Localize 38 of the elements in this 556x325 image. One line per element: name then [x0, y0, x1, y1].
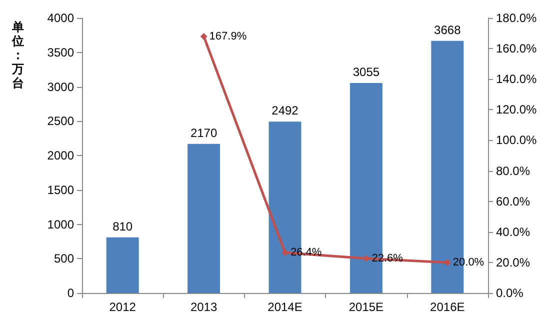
y-tick-label: 1500 [47, 182, 74, 197]
data-label: 167.9% [209, 30, 247, 42]
y2-tick-label: 100.0% [496, 133, 538, 148]
y-tick-label: 2500 [47, 114, 74, 128]
y2-tick-label: 0.0% [496, 286, 524, 300]
y-tick-label: 3500 [47, 45, 74, 60]
y-tick-label: 2000 [47, 148, 74, 162]
x-tick-label: 2015E [348, 300, 384, 314]
bar [188, 144, 220, 293]
data-label: 3668 [434, 22, 462, 37]
y-axis-title: 单位：万台 [11, 20, 24, 90]
data-label: 2170 [190, 126, 218, 140]
x-tick-label: 2016E [430, 300, 465, 314]
point [362, 254, 370, 262]
y-tick-label: 1000 [47, 217, 74, 232]
y-tick-label: 0 [67, 286, 74, 300]
x-tick-label: 2012 [109, 300, 136, 314]
data-label: 22.6% [372, 252, 404, 264]
y2-tick-label: 80.0% [496, 164, 530, 178]
y-tick-label: 4000 [47, 11, 74, 25]
y-tick-label: 3000 [47, 80, 74, 94]
y2-tick-label: 40.0% [496, 224, 530, 239]
y2-tick-label: 160.0% [496, 42, 538, 56]
data-label: 26.4% [290, 246, 322, 259]
y2-tick-label: 60.0% [496, 194, 530, 208]
point [200, 32, 208, 40]
y2-tick-label: 140.0% [496, 72, 538, 86]
y-tick-label: 500 [54, 252, 74, 266]
y2-tick-label: 20.0% [496, 255, 530, 270]
bar [106, 237, 139, 293]
x-tick-label: 2014E [268, 300, 302, 314]
y2-tick-label: 180.0% [496, 11, 538, 25]
x-tick-label: 2013 [190, 300, 218, 314]
point [282, 249, 288, 256]
data-label: 3055 [352, 64, 380, 79]
y2-tick-label: 120.0% [496, 102, 538, 117]
data-label: 2492 [272, 104, 299, 118]
data-label: 810 [112, 219, 133, 234]
